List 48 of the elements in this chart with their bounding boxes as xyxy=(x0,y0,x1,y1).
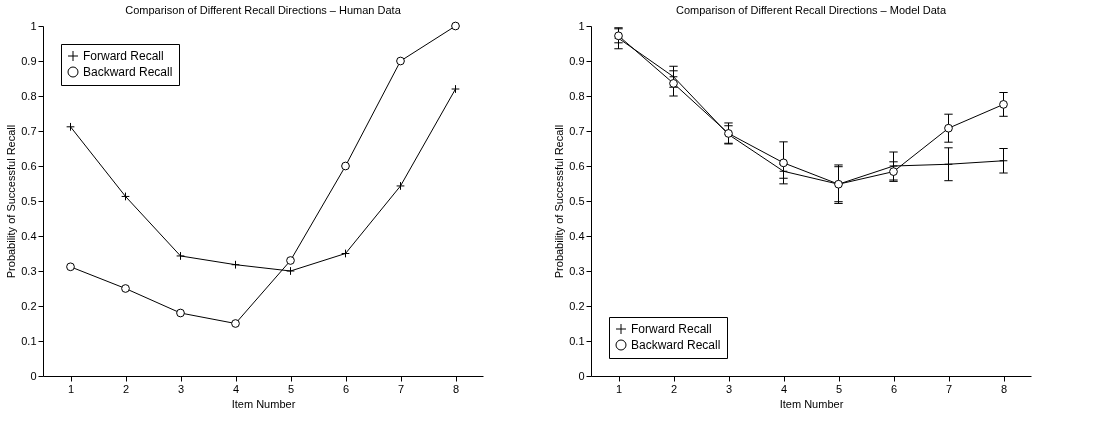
y-axis-title: Probability of Successful Recall xyxy=(5,124,18,279)
x-tick-label: 1 xyxy=(67,382,75,395)
x-tick-label: 3 xyxy=(725,382,733,395)
y-tick-label: 0.1 xyxy=(569,334,585,347)
chart-title: Comparison of Different Recall Directions – Model Data xyxy=(675,4,947,16)
legend-label: Forward Recall xyxy=(631,322,712,336)
y-tick-label: 0.9 xyxy=(569,54,585,67)
y-tick-label: 0.6 xyxy=(21,159,37,172)
y-tick-label: 1 xyxy=(30,19,37,32)
x-tick-label: 5 xyxy=(287,382,295,395)
legend-label: Backward Recall xyxy=(83,65,173,79)
y-tick-label: 0.2 xyxy=(569,299,585,312)
legend-label: Forward Recall xyxy=(83,49,164,63)
y-tick-label: 0.5 xyxy=(21,194,37,207)
x-tick-label: 8 xyxy=(1000,382,1008,395)
y-tick-label: 0.2 xyxy=(21,299,37,312)
x-axis-title: Item Number xyxy=(231,397,296,410)
x-tick-label: 6 xyxy=(342,382,350,395)
x-tick-label: 2 xyxy=(670,382,678,395)
y-tick-label: 0.7 xyxy=(21,124,37,137)
y-tick-label: 0.4 xyxy=(21,229,37,242)
y-tick-label: 0.9 xyxy=(21,54,37,67)
x-tick-label: 7 xyxy=(945,382,953,395)
y-tick-label: 0.5 xyxy=(569,194,585,207)
y-tick-label: 0.4 xyxy=(569,229,585,242)
legend-label: Backward Recall xyxy=(631,338,721,352)
x-tick-label: 3 xyxy=(177,382,185,395)
y-axis-title: Probability of Successful Recall xyxy=(553,124,566,279)
y-tick-label: 0.3 xyxy=(21,264,37,277)
y-tick-label: 1 xyxy=(578,19,585,32)
y-tick-label: 0.8 xyxy=(569,89,585,102)
y-tick-label: 0.1 xyxy=(21,334,37,347)
y-tick-label: 0 xyxy=(30,369,37,382)
x-axis-title: Item Number xyxy=(779,397,844,410)
y-tick-label: 0.3 xyxy=(569,264,585,277)
x-tick-label: 8 xyxy=(452,382,460,395)
y-tick-label: 0 xyxy=(578,369,585,382)
y-tick-label: 0.6 xyxy=(569,159,585,172)
x-tick-label: 1 xyxy=(615,382,623,395)
x-tick-label: 5 xyxy=(835,382,843,395)
x-tick-label: 2 xyxy=(122,382,130,395)
x-tick-label: 4 xyxy=(232,382,240,395)
x-tick-label: 6 xyxy=(890,382,898,395)
x-tick-label: 7 xyxy=(397,382,405,395)
y-tick-label: 0.8 xyxy=(21,89,37,102)
y-tick-label: 0.7 xyxy=(569,124,585,137)
chart-title: Comparison of Different Recall Directions – Human Data xyxy=(125,4,402,16)
x-tick-label: 4 xyxy=(780,382,788,395)
